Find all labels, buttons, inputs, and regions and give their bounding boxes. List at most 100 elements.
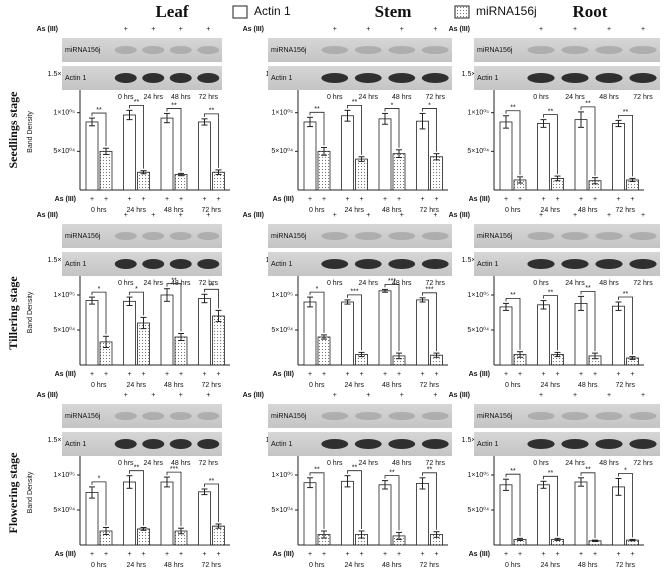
blot-label: miRNA156j <box>271 47 307 54</box>
x-tick-label: 48 hrs <box>164 382 184 389</box>
blot-lane-label: 24 hrs <box>359 460 379 467</box>
bar <box>430 156 443 191</box>
blot-band <box>561 46 589 54</box>
treatment-mark: + <box>573 392 577 399</box>
error-bar <box>126 475 133 489</box>
y-axis-label: Band Density <box>27 471 34 513</box>
error-bar <box>178 527 184 535</box>
treatment-mark: + <box>518 371 522 378</box>
x-tick-label: 0 hrs <box>91 562 107 569</box>
significance-bracket <box>580 472 596 539</box>
bar <box>416 299 429 366</box>
error-bar <box>344 109 351 122</box>
treatment-mark: + <box>400 212 404 219</box>
blot-lane-label: 0 hrs <box>533 280 549 287</box>
significance-label: ** <box>585 101 591 108</box>
bar <box>537 123 550 191</box>
blot-lane-label: 72 hrs <box>633 460 653 467</box>
bar <box>416 120 429 191</box>
blot-band <box>197 412 220 420</box>
bar <box>317 150 331 191</box>
blot-band <box>595 232 623 240</box>
blot-band <box>197 439 220 449</box>
error-bar <box>215 169 222 176</box>
error-bar <box>358 530 365 539</box>
treatment-mark: + <box>555 196 559 203</box>
significance-bracket <box>505 298 521 350</box>
error-bar <box>382 480 388 490</box>
treatment-mark: + <box>434 371 438 378</box>
y-tick-label: 5×10⁰⁴ <box>271 147 293 155</box>
y-tick-label: 5×10⁰⁴ <box>53 326 75 334</box>
treatment-mark: + <box>366 212 370 219</box>
treatment-mark: + <box>420 196 424 203</box>
error-bar <box>433 531 440 538</box>
x-tick-label: 72 hrs <box>420 207 440 214</box>
blot-band <box>354 412 382 420</box>
bar <box>85 300 99 366</box>
treatment-mark: + <box>434 551 438 558</box>
blot-lane-label: 72 hrs <box>426 94 446 101</box>
blot-label: Actin 1 <box>271 261 293 268</box>
bar <box>341 480 354 546</box>
treatment-label: As (III) <box>273 371 294 378</box>
blot-lane-label: 0 hrs <box>533 94 549 101</box>
treatment-mark: + <box>216 371 220 378</box>
blot-band <box>321 412 349 420</box>
treatment-mark: + <box>104 551 108 558</box>
bar <box>355 158 368 191</box>
significance-label: ** <box>510 105 516 112</box>
error-bar <box>592 539 598 542</box>
error-bar <box>382 112 388 125</box>
significance-bracket <box>347 104 362 155</box>
treatment-mark: + <box>593 371 597 378</box>
treatment-label: As (III) <box>243 212 264 219</box>
treatment-mark: + <box>593 551 597 558</box>
error-bar <box>358 156 365 162</box>
treatment-mark: + <box>90 196 94 203</box>
treatment-mark: + <box>124 392 128 399</box>
x-tick-label: 72 hrs <box>616 207 636 214</box>
x-tick-label: 72 hrs <box>420 562 440 569</box>
blot-band <box>354 259 382 269</box>
error-bar <box>382 288 388 293</box>
blot-band <box>321 46 349 54</box>
treatment-mark: + <box>573 26 577 33</box>
blot-band <box>629 232 657 240</box>
x-tick-label: 48 hrs <box>382 207 402 214</box>
treatment-label: As (III) <box>37 392 58 399</box>
significance-bracket <box>505 110 521 175</box>
significance-label: * <box>624 467 627 474</box>
y-tick-label: 1.5×10⁰⁵ <box>48 256 75 264</box>
y-tick-label: 1×10⁰⁵ <box>272 109 294 117</box>
treatment-mark: + <box>345 196 349 203</box>
treatment-label: As (III) <box>55 551 76 558</box>
blot-band <box>421 232 449 240</box>
treatment-mark: + <box>206 26 210 33</box>
column-header: Leaf <box>155 2 188 21</box>
treatment-mark: + <box>206 392 210 399</box>
blot-band <box>595 412 623 420</box>
x-tick-label: 72 hrs <box>616 382 636 389</box>
error-bar <box>629 538 636 542</box>
treatment-mark: + <box>359 371 363 378</box>
significance-label: ** <box>314 106 320 113</box>
blot-band <box>561 412 589 420</box>
x-tick-label: 0 hrs <box>505 562 521 569</box>
treatment-mark: + <box>90 551 94 558</box>
stage-label: Tillering stage <box>6 276 20 350</box>
blot-band <box>114 412 137 420</box>
blot-band <box>169 259 192 269</box>
blot-lane-label: 48 hrs <box>599 460 619 467</box>
bar <box>212 315 225 366</box>
y-tick-label: 5×10⁰⁴ <box>467 147 489 155</box>
bar <box>574 302 588 366</box>
blot-band <box>561 439 589 449</box>
treatment-mark: + <box>333 26 337 33</box>
blot-lane-label: 48 hrs <box>171 460 191 467</box>
blot-band <box>114 46 137 54</box>
error-bar <box>344 299 351 305</box>
treatment-mark: + <box>555 551 559 558</box>
treatment-mark: + <box>179 551 183 558</box>
